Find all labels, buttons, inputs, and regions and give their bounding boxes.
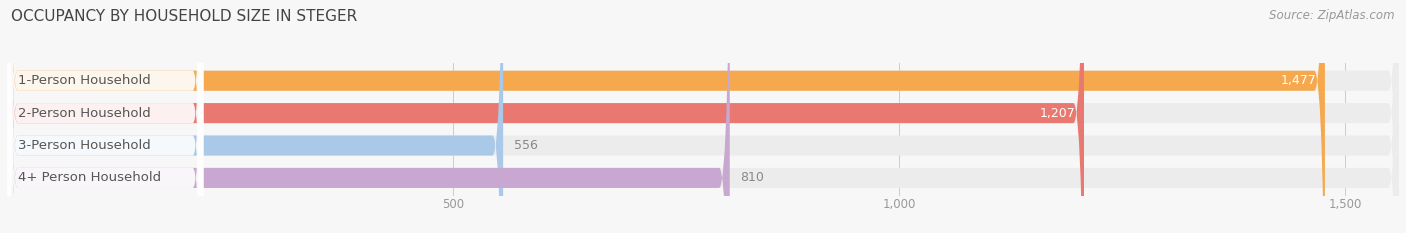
- FancyBboxPatch shape: [7, 0, 204, 233]
- Text: 1,477: 1,477: [1281, 74, 1316, 87]
- FancyBboxPatch shape: [7, 0, 1399, 233]
- Text: Source: ZipAtlas.com: Source: ZipAtlas.com: [1270, 9, 1395, 22]
- Text: 556: 556: [513, 139, 537, 152]
- FancyBboxPatch shape: [7, 0, 730, 233]
- Text: 2-Person Household: 2-Person Household: [18, 107, 150, 120]
- FancyBboxPatch shape: [7, 0, 1399, 233]
- FancyBboxPatch shape: [7, 0, 204, 233]
- Text: 810: 810: [741, 171, 765, 184]
- Text: 4+ Person Household: 4+ Person Household: [18, 171, 160, 184]
- FancyBboxPatch shape: [7, 0, 503, 233]
- Text: 1,207: 1,207: [1039, 107, 1076, 120]
- FancyBboxPatch shape: [7, 0, 1324, 233]
- FancyBboxPatch shape: [7, 0, 204, 233]
- Text: 3-Person Household: 3-Person Household: [18, 139, 150, 152]
- FancyBboxPatch shape: [7, 0, 204, 233]
- Text: 1-Person Household: 1-Person Household: [18, 74, 150, 87]
- FancyBboxPatch shape: [7, 0, 1399, 233]
- FancyBboxPatch shape: [7, 0, 1399, 233]
- Text: OCCUPANCY BY HOUSEHOLD SIZE IN STEGER: OCCUPANCY BY HOUSEHOLD SIZE IN STEGER: [11, 9, 357, 24]
- FancyBboxPatch shape: [7, 0, 1084, 233]
